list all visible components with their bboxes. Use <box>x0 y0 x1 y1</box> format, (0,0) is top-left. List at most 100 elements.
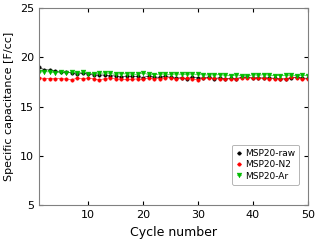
MSP20-Ar <box>108 72 112 75</box>
MSP20-raw <box>147 75 151 78</box>
MSP20-N2 <box>273 77 277 80</box>
MSP20-N2 <box>262 77 266 80</box>
MSP20-N2 <box>289 76 293 79</box>
MSP20-Ar <box>207 73 211 76</box>
MSP20-raw <box>81 72 85 75</box>
MSP20-Ar <box>234 73 238 76</box>
MSP20-Ar <box>48 70 52 73</box>
MSP20-raw <box>141 76 145 79</box>
MSP20-Ar <box>246 75 249 78</box>
MSP20-N2 <box>75 77 79 80</box>
MSP20-raw <box>92 73 96 76</box>
MSP20-Ar <box>141 72 145 75</box>
MSP20-Ar <box>196 73 200 76</box>
MSP20-raw <box>125 75 129 78</box>
MSP20-Ar <box>284 74 288 77</box>
MSP20-N2 <box>42 77 46 80</box>
MSP20-Ar <box>212 74 216 77</box>
MSP20-Ar <box>190 73 194 76</box>
MSP20-N2 <box>125 78 129 81</box>
MSP20-Ar <box>202 74 205 77</box>
MSP20-N2 <box>295 77 299 80</box>
MSP20-Ar <box>289 74 293 77</box>
MSP20-Ar <box>300 74 304 77</box>
MSP20-N2 <box>81 77 85 80</box>
MSP20-N2 <box>103 77 107 80</box>
MSP20-raw <box>273 77 277 80</box>
MSP20-N2 <box>86 77 90 79</box>
MSP20-Ar <box>251 73 255 76</box>
MSP20-N2 <box>267 77 271 80</box>
MSP20-raw <box>218 76 222 79</box>
MSP20-N2 <box>180 77 183 80</box>
MSP20-raw <box>48 69 52 72</box>
MSP20-Ar <box>273 74 277 77</box>
MSP20-N2 <box>256 77 260 80</box>
MSP20-Ar <box>295 74 299 77</box>
MSP20-Ar <box>125 72 129 75</box>
MSP20-Ar <box>169 73 173 76</box>
MSP20-raw <box>42 68 46 71</box>
MSP20-raw <box>202 77 205 79</box>
MSP20-N2 <box>158 77 161 80</box>
MSP20-Ar <box>75 71 79 74</box>
MSP20-raw <box>224 78 227 80</box>
MSP20-N2 <box>97 78 101 81</box>
MSP20-Ar <box>229 74 233 77</box>
MSP20-N2 <box>163 76 167 79</box>
MSP20-N2 <box>278 78 282 80</box>
MSP20-N2 <box>185 77 189 80</box>
MSP20-N2 <box>141 78 145 81</box>
MSP20-Ar <box>92 72 96 75</box>
MSP20-N2 <box>246 76 249 79</box>
MSP20-Ar <box>147 73 151 76</box>
MSP20-Ar <box>64 72 68 75</box>
MSP20-raw <box>256 76 260 79</box>
MSP20-raw <box>75 73 79 76</box>
MSP20-N2 <box>174 77 178 80</box>
MSP20-N2 <box>48 77 52 80</box>
MSP20-raw <box>119 75 123 78</box>
MSP20-raw <box>59 70 63 73</box>
MSP20-Ar <box>174 73 178 76</box>
MSP20-raw <box>130 75 134 78</box>
MSP20-N2 <box>130 78 134 81</box>
MSP20-N2 <box>37 76 41 79</box>
MSP20-raw <box>163 75 167 78</box>
MSP20-Ar <box>163 73 167 76</box>
MSP20-Ar <box>152 73 156 76</box>
MSP20-N2 <box>251 77 255 80</box>
MSP20-Ar <box>37 71 41 74</box>
MSP20-raw <box>70 71 74 74</box>
MSP20-N2 <box>114 78 117 80</box>
MSP20-raw <box>190 76 194 78</box>
MSP20-N2 <box>229 78 233 80</box>
MSP20-raw <box>136 75 139 78</box>
MSP20-Ar <box>119 72 123 75</box>
MSP20-N2 <box>108 76 112 79</box>
MSP20-raw <box>152 76 156 78</box>
MSP20-raw <box>37 66 41 69</box>
MSP20-Ar <box>158 72 161 75</box>
MSP20-raw <box>246 76 249 78</box>
MSP20-Ar <box>114 73 117 76</box>
MSP20-raw <box>284 78 288 80</box>
MSP20-Ar <box>180 73 183 76</box>
MSP20-N2 <box>224 77 227 80</box>
MSP20-raw <box>295 76 299 78</box>
MSP20-N2 <box>92 78 96 80</box>
Y-axis label: Specific capacitance [F/cc]: Specific capacitance [F/cc] <box>4 32 14 182</box>
MSP20-N2 <box>284 77 288 80</box>
MSP20-Ar <box>278 74 282 77</box>
MSP20-raw <box>53 69 57 72</box>
MSP20-raw <box>169 76 173 79</box>
MSP20-N2 <box>59 77 63 80</box>
MSP20-raw <box>97 74 101 77</box>
MSP20-N2 <box>196 78 200 81</box>
MSP20-N2 <box>212 77 216 80</box>
Line: MSP20-Ar: MSP20-Ar <box>36 69 310 78</box>
MSP20-raw <box>158 76 161 79</box>
MSP20-N2 <box>136 78 139 80</box>
MSP20-raw <box>251 77 255 80</box>
MSP20-raw <box>300 77 304 79</box>
